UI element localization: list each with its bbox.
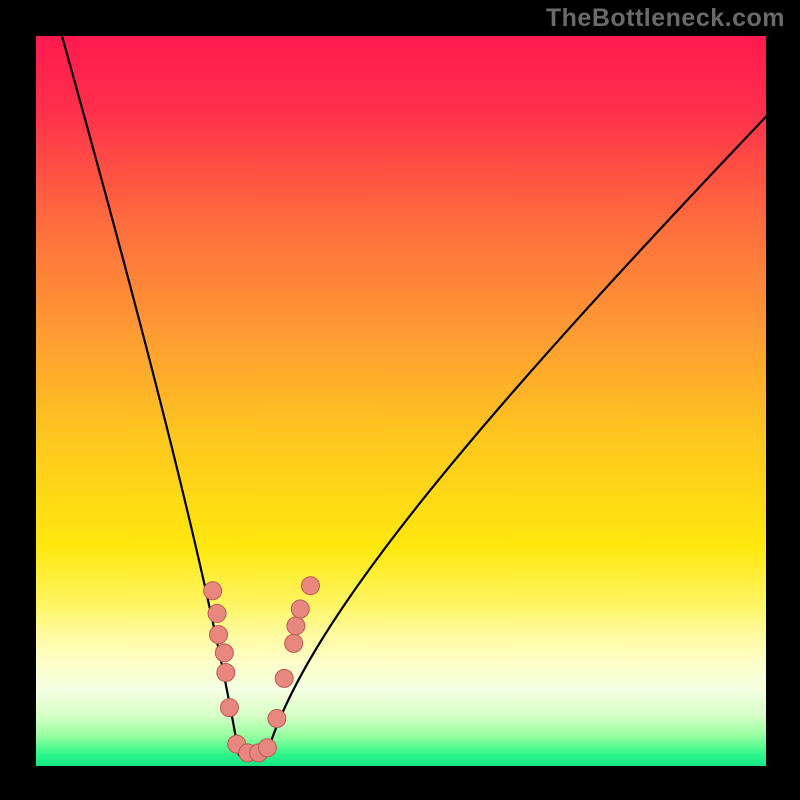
data-marker — [217, 664, 235, 682]
plot-svg — [36, 36, 766, 766]
data-marker — [285, 634, 303, 652]
chart-container: { "watermark": { "text": "TheBottleneck.… — [0, 0, 800, 800]
data-marker — [215, 644, 233, 662]
gradient-background — [36, 36, 766, 766]
data-marker — [210, 626, 228, 644]
data-marker — [208, 604, 226, 622]
data-marker — [301, 577, 319, 595]
watermark-text: TheBottleneck.com — [546, 4, 785, 33]
data-marker — [275, 669, 293, 687]
data-marker — [268, 710, 286, 728]
data-marker — [204, 582, 222, 600]
data-marker — [291, 600, 309, 618]
data-marker — [287, 617, 305, 635]
plot-area — [36, 36, 766, 766]
data-marker — [258, 739, 276, 757]
data-marker — [220, 699, 238, 717]
